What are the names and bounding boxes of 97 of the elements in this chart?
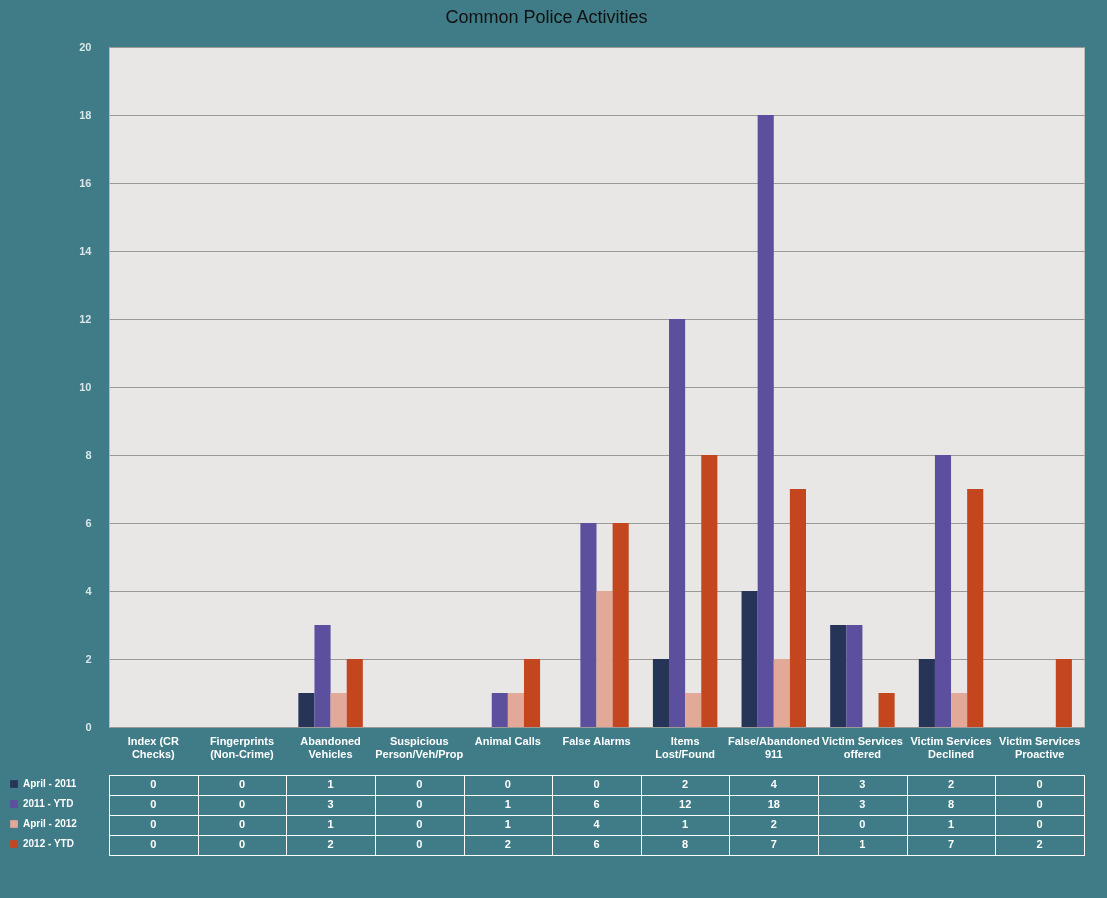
data-label: 3 xyxy=(859,778,866,790)
data-label: 2 xyxy=(947,778,955,790)
y-tick-label: 8 xyxy=(85,448,92,461)
bar xyxy=(951,693,968,727)
data-label: 0 xyxy=(593,778,600,790)
data-label: 0 xyxy=(859,818,866,830)
data-label: 4 xyxy=(593,818,601,830)
data-label: 0 xyxy=(238,818,246,830)
y-tick-label: 12 xyxy=(79,312,92,325)
chart-title: Common Police Activities xyxy=(445,6,648,27)
data-label: 2 xyxy=(1036,838,1043,850)
bar xyxy=(934,455,952,727)
legend-label: 2012 - YTD xyxy=(23,838,74,849)
y-tick-label: 10 xyxy=(79,380,92,393)
data-label: 0 xyxy=(150,798,157,810)
bar xyxy=(612,523,629,727)
data-label: 1 xyxy=(327,818,334,830)
data-label: 0 xyxy=(150,838,157,850)
x-tick-label: Suspicious Person/Veh/Prop xyxy=(375,734,464,760)
data-label: 8 xyxy=(682,838,689,850)
data-label: 4 xyxy=(770,778,778,790)
data-label: 1 xyxy=(504,798,511,810)
data-label: 0 xyxy=(238,778,246,790)
data-label: 0 xyxy=(416,798,423,810)
bar xyxy=(330,693,347,727)
legend-label: April - 2011 xyxy=(23,778,77,789)
y-tick-label: 18 xyxy=(79,108,92,121)
data-label: 0 xyxy=(1036,778,1043,790)
data-label: 0 xyxy=(1036,798,1043,810)
x-tick-label: Victim Services offered xyxy=(821,734,903,760)
data-label: 3 xyxy=(859,798,866,810)
bar xyxy=(652,659,670,727)
bar xyxy=(967,489,984,727)
y-tick-label: 16 xyxy=(79,176,92,189)
data-label: 2 xyxy=(682,778,689,790)
data-label: 0 xyxy=(504,778,511,790)
x-tick-label: False Alarms xyxy=(562,734,631,747)
bar xyxy=(523,659,541,727)
x-tick-label: Victim Services Proactive xyxy=(999,734,1081,760)
bar xyxy=(346,659,363,727)
y-tick-label: 2 xyxy=(85,652,92,665)
data-label: 7 xyxy=(770,838,777,850)
bar xyxy=(830,625,847,727)
bar xyxy=(314,625,331,727)
y-tick-label: 0 xyxy=(85,720,92,733)
bar xyxy=(701,455,718,727)
data-label: 2 xyxy=(327,838,334,850)
bar xyxy=(507,693,524,727)
y-tick-label: 20 xyxy=(79,40,92,53)
bar xyxy=(1055,659,1072,727)
data-label: 2 xyxy=(504,838,511,850)
data-label: 12 xyxy=(679,798,692,810)
data-label: 7 xyxy=(947,838,955,850)
legend-label: April - 2012 xyxy=(23,818,78,829)
data-label: 1 xyxy=(682,818,689,830)
x-tick-label: Animal Calls xyxy=(474,734,541,747)
data-label: 0 xyxy=(150,778,157,790)
bar xyxy=(741,591,758,727)
data-label: 0 xyxy=(416,778,423,790)
data-label: 1 xyxy=(504,818,511,830)
data-label: 1 xyxy=(947,818,955,830)
bar xyxy=(773,659,790,727)
data-label: 0 xyxy=(238,798,246,810)
bar xyxy=(918,659,935,727)
bar xyxy=(846,625,863,727)
bar xyxy=(878,693,895,727)
y-tick-label: 6 xyxy=(85,516,92,529)
x-tick-label: False/Abandoned 911 xyxy=(727,734,820,760)
data-label: 0 xyxy=(416,838,423,850)
y-tick-label: 14 xyxy=(79,244,93,257)
x-tick-label: Abandoned Vehicles xyxy=(300,734,361,760)
x-tick-label: Items Lost/Found xyxy=(655,734,716,760)
bar xyxy=(298,693,315,727)
bar xyxy=(789,489,806,727)
data-label: 2 xyxy=(770,818,777,830)
data-label: 0 xyxy=(238,838,246,850)
bar xyxy=(669,319,686,727)
data-label: 8 xyxy=(947,798,955,810)
bar xyxy=(685,693,702,727)
data-label: 0 xyxy=(150,818,157,830)
x-tick-label: Victim Services Declined xyxy=(910,734,992,760)
bar xyxy=(596,591,613,727)
x-tick-label: Index (CR Checks) xyxy=(127,734,180,760)
data-label: 0 xyxy=(1036,818,1043,830)
legend-label: 2011 - YTD xyxy=(23,798,74,809)
y-tick-label: 4 xyxy=(85,584,93,597)
bar xyxy=(491,693,508,727)
bar xyxy=(580,523,597,727)
data-label: 6 xyxy=(593,798,600,810)
data-label: 0 xyxy=(416,818,423,830)
data-label: 3 xyxy=(327,798,334,810)
data-label: 1 xyxy=(859,838,866,850)
data-label: 1 xyxy=(327,778,334,790)
bar xyxy=(757,115,774,727)
data-label: 6 xyxy=(593,838,600,850)
x-tick-label: Fingerprints (Non-Crime) xyxy=(209,734,275,760)
data-label: 18 xyxy=(767,798,780,810)
